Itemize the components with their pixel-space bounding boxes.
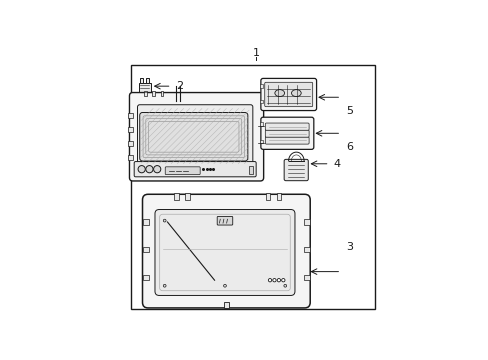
Circle shape <box>163 284 166 287</box>
Circle shape <box>153 166 161 173</box>
Circle shape <box>284 284 286 287</box>
Bar <box>128 127 133 132</box>
FancyBboxPatch shape <box>134 162 256 177</box>
Bar <box>128 113 133 118</box>
Bar <box>152 91 155 96</box>
Bar <box>304 219 309 225</box>
FancyBboxPatch shape <box>265 130 308 137</box>
FancyBboxPatch shape <box>265 123 308 130</box>
FancyBboxPatch shape <box>284 159 307 181</box>
Bar <box>260 122 263 126</box>
Bar <box>131 66 375 309</box>
Bar <box>265 193 270 201</box>
Bar <box>142 275 148 280</box>
Circle shape <box>163 219 166 222</box>
Circle shape <box>277 279 280 282</box>
Bar <box>128 155 133 159</box>
Circle shape <box>272 279 276 282</box>
Text: 6: 6 <box>346 142 352 152</box>
FancyBboxPatch shape <box>260 78 316 111</box>
FancyBboxPatch shape <box>137 105 252 167</box>
FancyBboxPatch shape <box>165 167 200 175</box>
Bar <box>304 275 309 280</box>
Bar <box>140 78 143 84</box>
Circle shape <box>281 279 285 282</box>
FancyBboxPatch shape <box>140 112 247 161</box>
Bar <box>174 193 179 201</box>
Text: 4: 4 <box>333 159 340 169</box>
Bar <box>138 84 150 94</box>
FancyBboxPatch shape <box>142 194 309 308</box>
FancyBboxPatch shape <box>129 93 263 181</box>
FancyBboxPatch shape <box>155 210 294 296</box>
Bar <box>128 141 133 146</box>
Bar <box>142 219 148 225</box>
Bar <box>249 166 253 174</box>
Bar <box>160 91 163 96</box>
Ellipse shape <box>291 90 301 96</box>
Bar <box>304 247 309 252</box>
Text: 5: 5 <box>346 106 352 116</box>
Circle shape <box>138 166 145 173</box>
Ellipse shape <box>274 90 284 96</box>
Circle shape <box>268 279 271 282</box>
Bar <box>143 91 146 96</box>
Bar <box>138 94 150 97</box>
Bar <box>259 100 263 103</box>
FancyBboxPatch shape <box>217 216 232 225</box>
Bar <box>145 78 148 84</box>
Circle shape <box>223 284 226 287</box>
Bar <box>259 84 263 87</box>
Circle shape <box>263 141 267 145</box>
FancyBboxPatch shape <box>264 82 312 107</box>
Text: 1: 1 <box>252 48 259 58</box>
Text: 3: 3 <box>346 242 352 252</box>
Bar <box>223 302 228 308</box>
Bar <box>185 193 189 201</box>
Circle shape <box>263 125 267 128</box>
FancyBboxPatch shape <box>260 117 313 149</box>
Bar <box>142 247 148 252</box>
FancyBboxPatch shape <box>265 137 308 144</box>
Bar <box>260 140 263 143</box>
Circle shape <box>145 166 153 173</box>
Text: 2: 2 <box>175 81 183 91</box>
Bar <box>276 193 281 201</box>
